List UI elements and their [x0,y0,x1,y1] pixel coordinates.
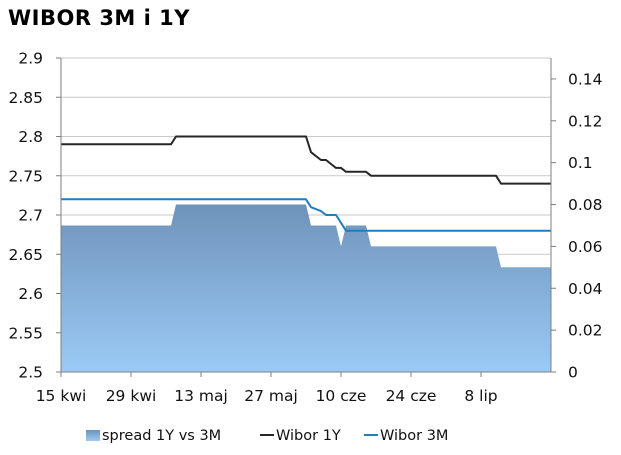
series-area-spread-1y-vs-3m [61,204,551,372]
left-axis-tick-label: 2.85 [8,89,43,107]
left-axis-tick-label: 2.75 [8,167,43,185]
area-layer [61,204,551,372]
left-axis-tick-label: 2.8 [18,128,43,146]
line-layer [61,135,551,232]
right-axis-tick-label: 0.12 [568,112,603,130]
right-axis-tick-label: 0 [568,364,578,382]
right-axis-tick-label: 0.02 [568,322,603,340]
legend-item-wibor-3m: Wibor 3M [364,428,448,444]
right-axis-tick-label: 0.06 [568,238,603,256]
legend-item-spread-1y-vs-3m: spread 1Y vs 3M [86,428,221,444]
x-axis-tick-label: 15 kwi [36,387,87,405]
series-line-wibor-1y [61,135,551,185]
right-axis-tick-label: 0.14 [568,70,603,88]
left-axis-tick-label: 2.6 [18,285,43,303]
legend-swatch [86,430,100,441]
chart-title: WIBOR 3M i 1Y [8,6,190,30]
legend-item-wibor-1y: Wibor 1Y [260,428,341,444]
left-axis-tick-label: 2.65 [8,246,43,264]
right-axis-tick-label: 0.08 [568,196,603,214]
left-axis-tick-label: 2.9 [18,50,43,68]
legend-label: spread 1Y vs 3M [102,428,221,444]
legend-label: Wibor 1Y [276,428,341,444]
x-axis-tick-label: 24 cze [386,387,437,405]
x-axis-tick-label: 8 lip [464,387,497,405]
x-axis-tick-label: 10 cze [316,387,367,405]
right-axis-tick-label: 0.04 [568,280,603,298]
series-line-wibor-3m [61,198,551,232]
x-axis-tick-label: 27 maj [244,387,298,405]
legend-label: Wibor 3M [380,428,448,444]
x-axis-tick-label: 13 maj [174,387,228,405]
left-axis-tick-label: 2.7 [18,207,43,225]
axis-layer [56,57,556,377]
left-axis-tick-label: 2.5 [18,364,43,382]
left-axis-tick-label: 2.55 [8,324,43,342]
x-axis-tick-label: 29 kwi [106,387,157,405]
legend: spread 1Y vs 3M Wibor 1Y Wibor 3M [86,428,448,444]
right-axis-tick-label: 0.1 [568,154,593,172]
label-layer: 2.5 2.55 2.6 2.65 2.7 2.75 2.8 2.85 2.9 0 0.02 0.04… [8,50,602,406]
